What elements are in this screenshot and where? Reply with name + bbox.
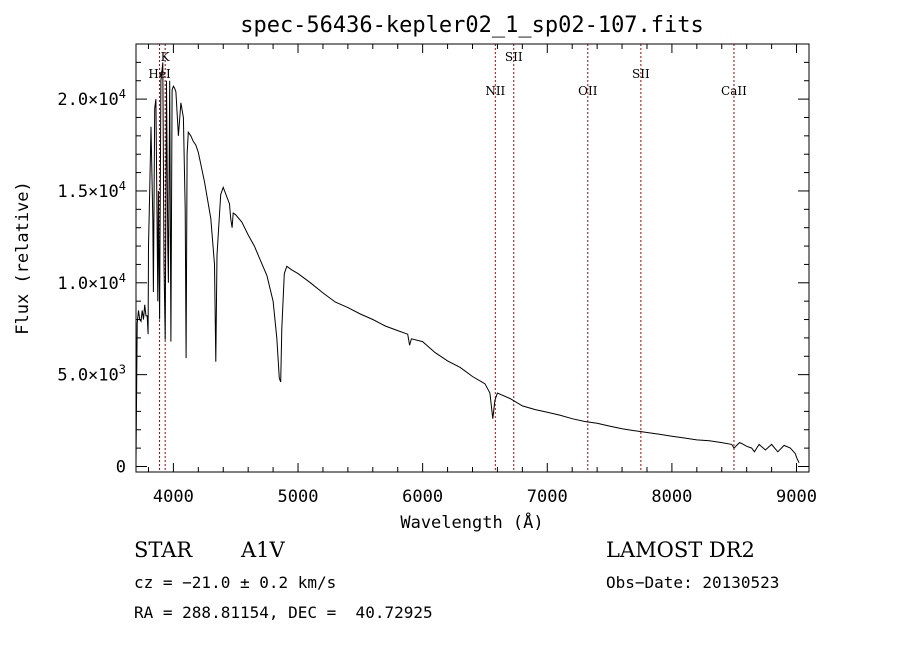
observation-date: Obs−Date: 20130523 bbox=[606, 573, 780, 592]
y-axis-label: Flux (relative) bbox=[13, 181, 33, 335]
y-tick-label: 0 bbox=[116, 457, 126, 477]
spectral-line-label: OII bbox=[578, 84, 598, 98]
plot-frame bbox=[135, 43, 810, 473]
survey-name: LAMOST DR2 bbox=[606, 538, 755, 562]
object-class: STAR bbox=[134, 538, 193, 562]
spectrum-line bbox=[135, 62, 800, 464]
spectral-line-markers: HeI K NII SII OII SII CaII bbox=[148, 44, 747, 472]
redshift-velocity: cz = −21.0 ± 0.2 km/s bbox=[134, 573, 337, 592]
spectral-line-label: SII bbox=[632, 67, 650, 81]
x-tick-label: 7000 bbox=[527, 487, 568, 507]
spectral-line-label: SII bbox=[505, 50, 523, 64]
y-tick-label: 2.0×104 bbox=[57, 87, 126, 110]
x-axis-label: Wavelength (Å) bbox=[400, 511, 543, 533]
spectral-line-label: CaII bbox=[721, 84, 747, 98]
spectral-subclass: A1V bbox=[241, 538, 285, 562]
spectral-line-label: NII bbox=[485, 84, 505, 98]
x-tick-label: 9000 bbox=[776, 487, 817, 507]
spectral-line-label: K bbox=[161, 50, 171, 64]
y-tick-label: 1.5×104 bbox=[57, 179, 126, 202]
coordinates: RA = 288.81154, DEC = 40.72925 bbox=[134, 603, 433, 622]
x-tick-label: 5000 bbox=[278, 487, 319, 507]
y-tick-label: 5.0×103 bbox=[57, 363, 126, 386]
x-tick-label: 4000 bbox=[153, 487, 194, 507]
x-tick-label: 6000 bbox=[402, 487, 443, 507]
chart-title: spec-56436-kepler02_1_sp02-107.fits bbox=[240, 13, 704, 38]
y-tick-label: 1.0×104 bbox=[57, 271, 126, 294]
y-axis-ticks: 0 5.0×103 1.0×104 1.5×104 2.0×104 bbox=[57, 61, 809, 477]
spectral-line-label: HeI bbox=[148, 67, 171, 81]
x-axis-ticks: 4000 5000 6000 7000 8000 9000 bbox=[147, 44, 817, 507]
x-tick-label: 8000 bbox=[651, 487, 692, 507]
